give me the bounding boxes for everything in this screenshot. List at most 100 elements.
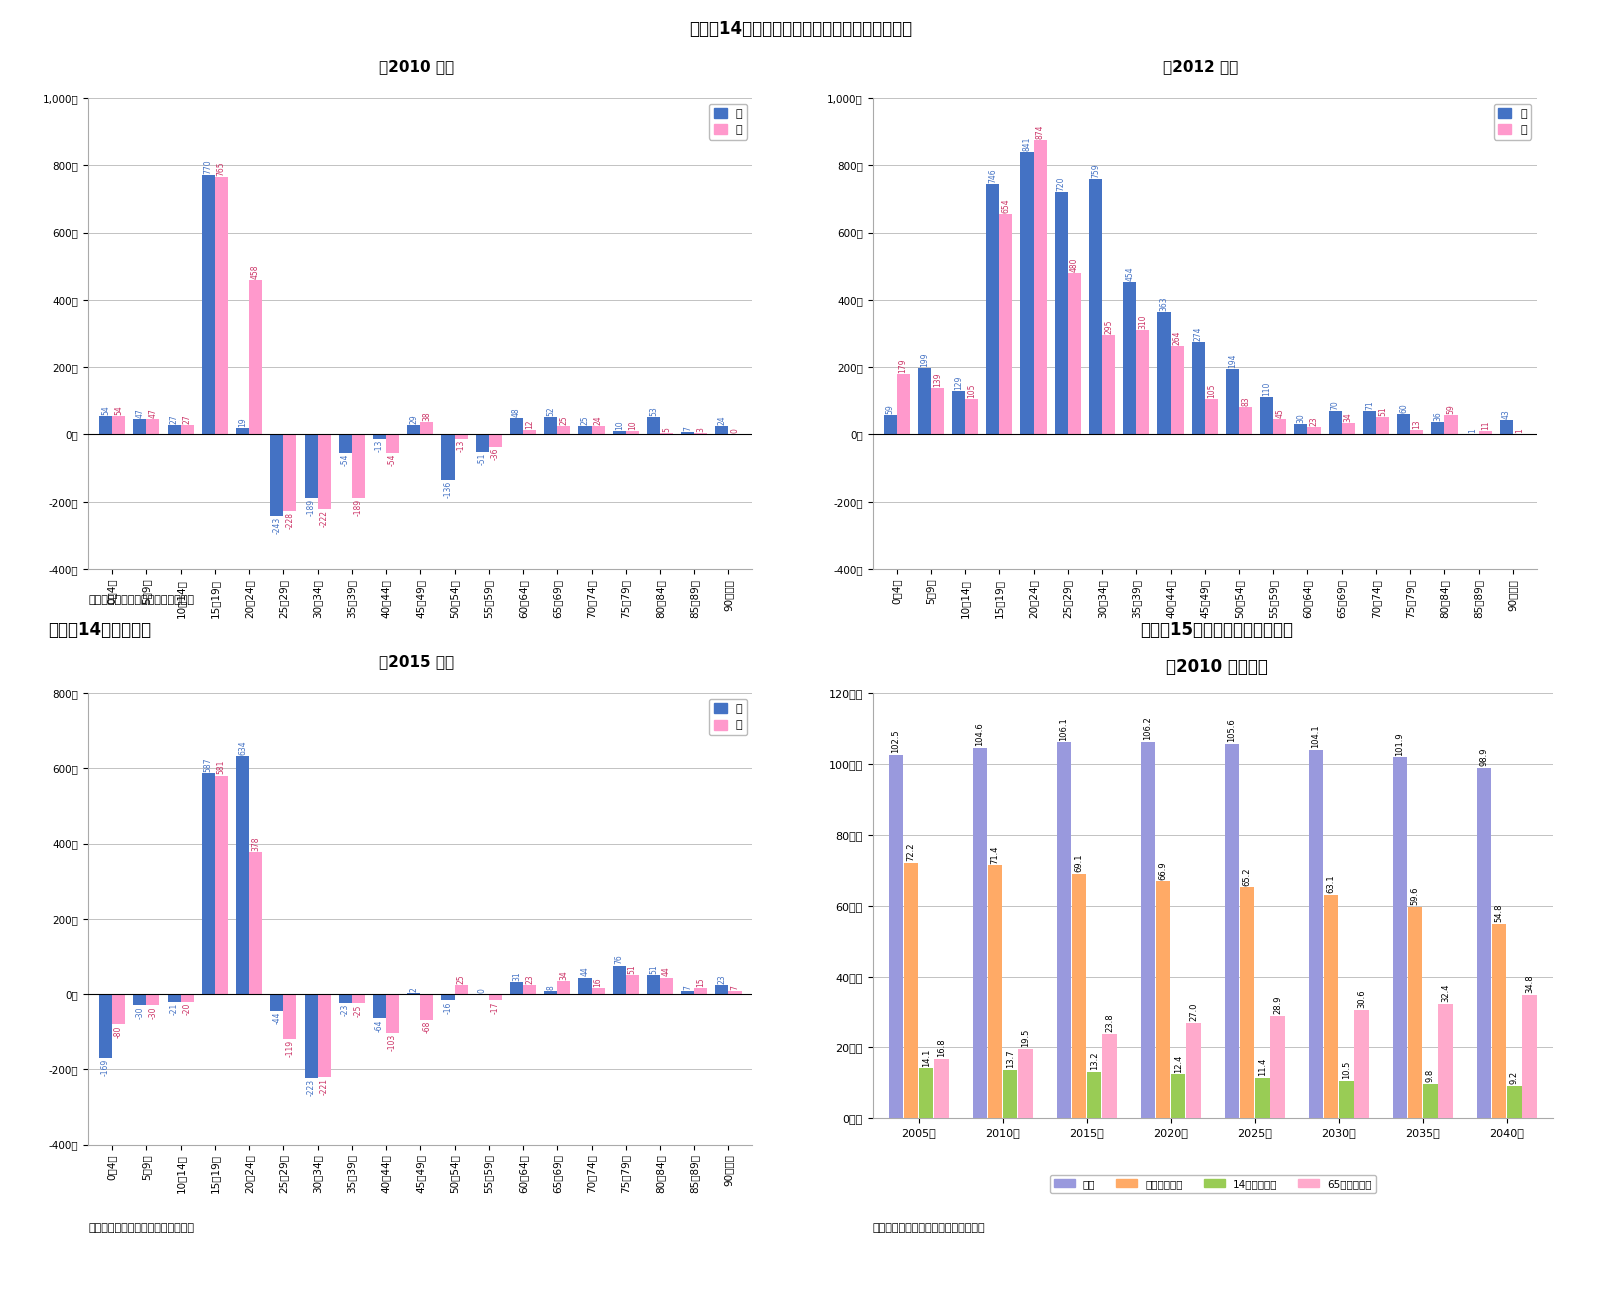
Text: 9.2: 9.2 <box>1510 1071 1519 1084</box>
Text: 23.8: 23.8 <box>1105 1014 1114 1032</box>
Text: -189: -189 <box>306 500 315 517</box>
Text: -68: -68 <box>423 1020 431 1033</box>
Text: -36: -36 <box>492 447 500 460</box>
Text: -16: -16 <box>443 1001 453 1014</box>
Text: 59.6: 59.6 <box>1410 887 1420 905</box>
Text: 139: 139 <box>933 373 941 387</box>
Bar <box>578 977 591 994</box>
Text: 44: 44 <box>581 967 589 976</box>
Text: 45: 45 <box>1276 408 1284 419</box>
Text: -103: -103 <box>387 1033 397 1052</box>
Text: 199: 199 <box>919 352 929 366</box>
Text: ＜2015 年＞: ＜2015 年＞ <box>379 654 453 668</box>
Text: -25: -25 <box>354 1005 363 1018</box>
Text: 15: 15 <box>696 977 706 988</box>
Text: 27: 27 <box>183 415 192 424</box>
Bar <box>133 419 146 434</box>
Text: -20: -20 <box>183 1003 192 1015</box>
Bar <box>1410 430 1423 434</box>
Text: 587: 587 <box>203 757 213 772</box>
Bar <box>647 417 660 434</box>
Bar <box>112 994 125 1024</box>
Bar <box>419 994 434 1020</box>
Text: 458: 458 <box>251 266 259 280</box>
Text: 759: 759 <box>1090 164 1100 178</box>
Bar <box>271 434 283 517</box>
Text: 101.9: 101.9 <box>1396 732 1404 756</box>
Text: 76: 76 <box>615 955 624 964</box>
Bar <box>1476 768 1491 1118</box>
Bar <box>965 399 978 434</box>
Text: 634: 634 <box>239 740 247 755</box>
Bar <box>1492 925 1507 1118</box>
Bar <box>524 985 536 994</box>
Text: -17: -17 <box>492 1002 500 1014</box>
Text: （2010 年基準）: （2010 年基準） <box>1166 658 1268 676</box>
Bar <box>373 434 386 438</box>
Text: 874: 874 <box>1036 126 1044 140</box>
Bar <box>386 994 399 1033</box>
Text: （出所）住民基本台帳人口移動報告: （出所）住民基本台帳人口移動報告 <box>88 595 194 606</box>
Bar <box>1239 407 1252 434</box>
Bar <box>1423 1083 1438 1118</box>
Text: 480: 480 <box>1069 258 1079 272</box>
Text: -54: -54 <box>341 454 349 466</box>
Text: 7: 7 <box>684 985 692 990</box>
Bar <box>1226 369 1239 434</box>
Text: 5: 5 <box>661 426 671 432</box>
Bar <box>1172 1074 1185 1118</box>
Bar <box>1260 398 1273 434</box>
Text: 24: 24 <box>594 416 602 425</box>
Bar <box>1362 411 1375 434</box>
Text: -23: -23 <box>341 1003 349 1016</box>
Text: 23: 23 <box>525 974 535 985</box>
Bar <box>1186 1023 1201 1118</box>
Bar <box>202 773 215 994</box>
Bar <box>1158 313 1170 434</box>
Text: 11.4: 11.4 <box>1258 1058 1266 1076</box>
Bar <box>1170 345 1183 434</box>
Text: 32.4: 32.4 <box>1441 984 1451 1002</box>
Bar <box>544 417 557 434</box>
Text: 図表－15　仙台市の人口見通し: 図表－15 仙台市の人口見通し <box>1140 621 1294 640</box>
Bar <box>181 425 194 434</box>
Text: 19.5: 19.5 <box>1021 1029 1029 1048</box>
Text: 34: 34 <box>1343 412 1353 422</box>
Text: 2: 2 <box>410 988 418 993</box>
Text: 48: 48 <box>512 408 520 417</box>
Text: 179: 179 <box>898 358 908 373</box>
Bar <box>917 368 930 434</box>
Bar <box>728 991 741 994</box>
Text: 746: 746 <box>988 167 997 183</box>
Text: （出所）住民基本台帳人口移動報告: （出所）住民基本台帳人口移動報告 <box>88 1223 194 1233</box>
Text: 7: 7 <box>730 985 740 990</box>
Bar <box>919 1069 933 1118</box>
Bar <box>1101 1035 1116 1118</box>
Bar <box>1124 281 1137 434</box>
Text: 54: 54 <box>114 405 123 415</box>
Text: 72.2: 72.2 <box>906 842 916 861</box>
Bar <box>613 965 626 994</box>
Bar <box>442 994 455 1001</box>
Bar <box>544 991 557 994</box>
Bar <box>386 434 399 453</box>
Text: 7: 7 <box>684 426 692 432</box>
Text: 104.6: 104.6 <box>975 722 985 746</box>
Bar <box>1479 430 1492 434</box>
Text: 295: 295 <box>1105 319 1113 335</box>
Bar <box>1004 1070 1018 1118</box>
Legend: 総数, 生産年齢人口, 14歳未満人口, 65歳以上人口: 総数, 生産年齢人口, 14歳未満人口, 65歳以上人口 <box>1050 1175 1375 1193</box>
Text: -221: -221 <box>320 1078 328 1095</box>
Bar <box>591 426 605 434</box>
Text: 70: 70 <box>1330 400 1340 409</box>
Bar <box>1225 744 1239 1118</box>
Bar <box>202 175 215 434</box>
Bar <box>1273 420 1286 434</box>
Text: 71: 71 <box>1366 400 1374 409</box>
Bar <box>613 432 626 434</box>
Bar <box>1342 422 1354 434</box>
Text: 0: 0 <box>477 988 487 993</box>
Text: 102.5: 102.5 <box>892 730 901 753</box>
Text: 105: 105 <box>1207 383 1215 398</box>
Text: 310: 310 <box>1138 315 1148 330</box>
